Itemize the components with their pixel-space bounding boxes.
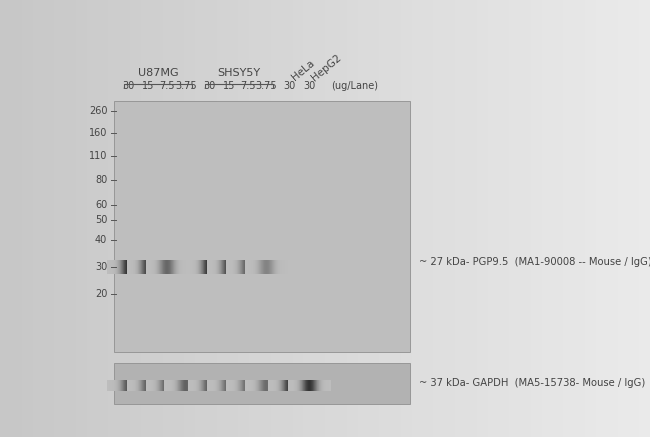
Text: HepG2: HepG2	[309, 52, 343, 83]
Bar	[119, 0, 130, 437]
Bar	[596, 0, 606, 437]
Bar	[206, 0, 216, 437]
Text: 30: 30	[123, 81, 135, 91]
Bar	[292, 0, 304, 437]
Bar	[606, 0, 618, 437]
Text: 7.5: 7.5	[240, 81, 255, 91]
Text: 7.5: 7.5	[159, 81, 175, 91]
Bar	[314, 0, 325, 437]
Bar	[520, 0, 531, 437]
Bar	[629, 0, 639, 437]
Bar	[369, 0, 379, 437]
Text: 160: 160	[89, 128, 107, 138]
Text: 30: 30	[304, 81, 315, 91]
Bar	[552, 0, 564, 437]
Bar	[281, 0, 292, 437]
Text: 260: 260	[89, 107, 107, 116]
Bar	[444, 0, 455, 437]
Text: 20: 20	[95, 289, 107, 298]
Text: 3.75: 3.75	[175, 81, 197, 91]
Text: U87MG: U87MG	[138, 68, 178, 78]
Bar	[151, 0, 162, 437]
Bar	[390, 0, 401, 437]
Bar	[336, 0, 346, 437]
Bar	[574, 0, 585, 437]
Bar	[346, 0, 358, 437]
Bar	[401, 0, 411, 437]
Bar	[434, 0, 444, 437]
Bar	[564, 0, 574, 437]
Bar	[141, 0, 151, 437]
Bar	[260, 0, 271, 437]
Bar	[21, 0, 32, 437]
Bar	[531, 0, 541, 437]
Text: (ug/Lane): (ug/Lane)	[332, 81, 378, 91]
Bar	[162, 0, 174, 437]
Text: 15: 15	[142, 81, 155, 91]
Bar	[216, 0, 228, 437]
Bar	[509, 0, 520, 437]
Bar	[488, 0, 499, 437]
Text: 60: 60	[95, 201, 107, 210]
Bar	[499, 0, 509, 437]
Text: ~ 27 kDa- PGP9.5  (MA1-90008 -- Mouse / IgG): ~ 27 kDa- PGP9.5 (MA1-90008 -- Mouse / I…	[419, 257, 650, 267]
Text: 80: 80	[95, 175, 107, 185]
Text: 110: 110	[89, 151, 107, 160]
Text: HeLa: HeLa	[290, 59, 317, 83]
Bar	[422, 0, 434, 437]
Bar	[130, 0, 141, 437]
Bar	[379, 0, 390, 437]
Bar	[54, 0, 65, 437]
Bar	[239, 0, 249, 437]
Text: 30: 30	[284, 81, 296, 91]
Bar	[76, 0, 86, 437]
Bar	[109, 0, 119, 437]
Bar	[455, 0, 466, 437]
Bar	[476, 0, 488, 437]
Bar	[195, 0, 206, 437]
Bar	[271, 0, 281, 437]
Text: 50: 50	[95, 215, 107, 225]
Bar	[174, 0, 184, 437]
Bar	[325, 0, 336, 437]
FancyBboxPatch shape	[114, 101, 410, 352]
Bar	[541, 0, 552, 437]
Text: SHSY5Y: SHSY5Y	[217, 68, 260, 78]
Bar	[32, 0, 44, 437]
FancyBboxPatch shape	[114, 363, 410, 404]
Bar	[585, 0, 596, 437]
Bar	[0, 0, 11, 437]
Text: ~ 37 kDa- GAPDH  (MA5-15738- Mouse / IgG): ~ 37 kDa- GAPDH (MA5-15738- Mouse / IgG)	[419, 378, 645, 388]
Text: 30: 30	[203, 81, 215, 91]
Bar	[65, 0, 76, 437]
Text: 40: 40	[95, 236, 107, 245]
Bar	[98, 0, 109, 437]
Text: 30: 30	[95, 262, 107, 271]
Bar	[358, 0, 369, 437]
Text: 3.75: 3.75	[255, 81, 278, 91]
Bar	[11, 0, 21, 437]
Bar	[304, 0, 314, 437]
Bar	[618, 0, 629, 437]
Bar	[466, 0, 476, 437]
Bar	[639, 0, 650, 437]
Bar	[227, 0, 239, 437]
Bar	[411, 0, 422, 437]
Bar	[44, 0, 54, 437]
Bar	[249, 0, 260, 437]
Bar	[86, 0, 98, 437]
Bar	[184, 0, 195, 437]
Text: 15: 15	[222, 81, 235, 91]
